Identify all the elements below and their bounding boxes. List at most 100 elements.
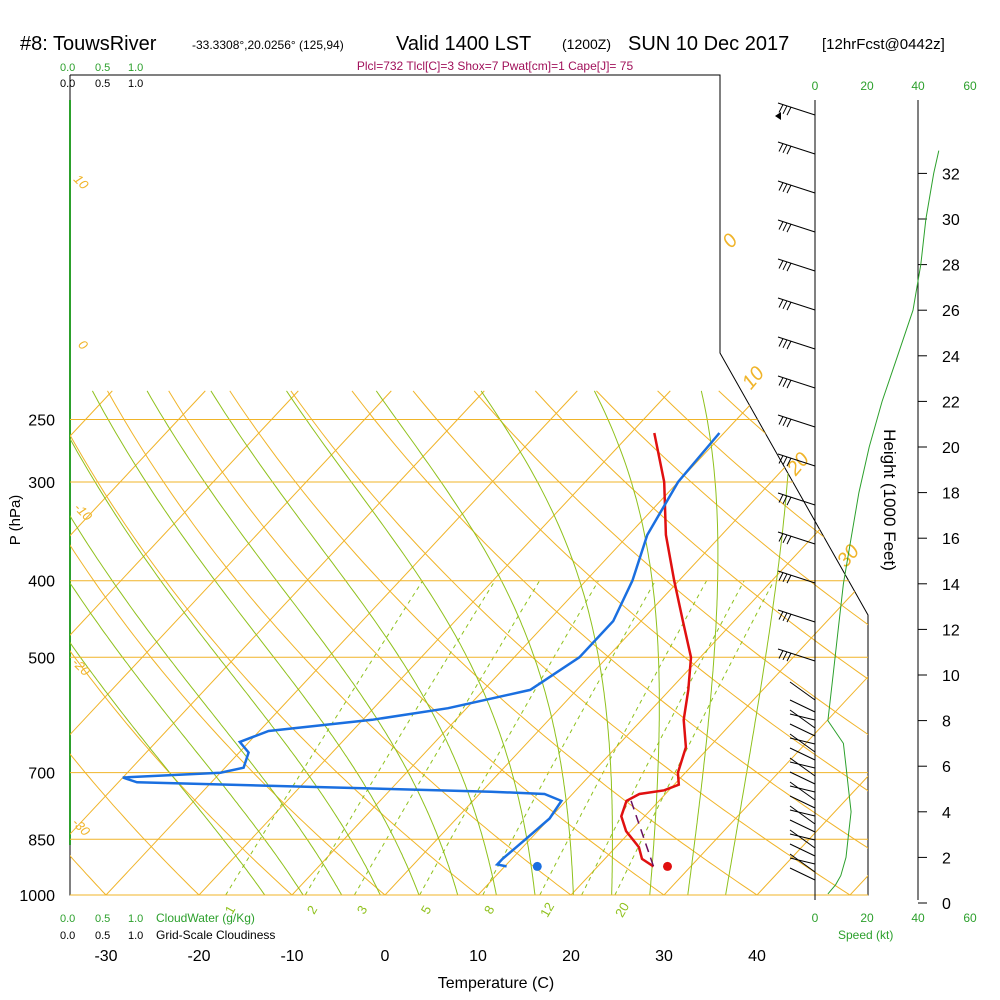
y-axis-title: P (hPa)	[7, 495, 24, 546]
wind-barb-feather	[782, 417, 788, 427]
temperature-tick-label: 20	[562, 948, 580, 965]
moist-adiabat-line	[286, 390, 538, 895]
wind-barb	[789, 699, 816, 713]
wind-barb	[789, 785, 816, 793]
wind-barb-feather	[786, 262, 792, 272]
plot-frame	[69, 74, 869, 896]
mixing-ratio-label: 3	[354, 903, 371, 917]
wind-barb-feather	[782, 339, 788, 349]
isotherm-line	[70, 390, 113, 895]
wind-barb-feather	[782, 261, 788, 271]
moist-adiabat-line	[91, 390, 426, 895]
pressure-tick-label: 250	[28, 413, 55, 430]
dry-adiabat-label: 0	[75, 337, 91, 353]
speed-tick: 40	[911, 911, 925, 925]
height-tick-label: 30	[942, 212, 960, 229]
wind-barb	[789, 829, 816, 849]
height-tick-label: 0	[942, 896, 951, 913]
dry-adiabat-line	[718, 390, 868, 895]
speed-scale-bottom: 0 20 40 60	[812, 911, 977, 925]
moist-adiabat-line	[210, 390, 501, 895]
wind-barb-feather	[778, 104, 784, 113]
wind-barb	[777, 453, 816, 467]
wind-barb	[777, 258, 816, 272]
isotherm-line	[70, 390, 392, 895]
moist-adiabat-line	[146, 390, 463, 895]
wind-barb	[777, 141, 816, 155]
wind-barb-feather	[778, 260, 784, 269]
wind-barb	[789, 867, 816, 881]
isotherm-line	[741, 390, 868, 895]
wind-barb	[789, 771, 816, 785]
wind-barb	[789, 843, 816, 857]
height-tick-label: 24	[942, 349, 960, 366]
cloudwater-scale-top: 0.0 0.5 1.0	[60, 62, 143, 74]
wind-barb-feather	[782, 456, 788, 466]
wind-barb-feather	[786, 574, 792, 584]
dry-adiabat-label: 10	[738, 363, 769, 394]
temperature-tick-label: 0	[381, 948, 390, 965]
cloudwater-tick: 1.0	[128, 62, 143, 74]
wind-barb	[789, 853, 816, 873]
valid-time: Valid 1400 LST	[396, 33, 531, 55]
dry-adiabat-line	[840, 390, 868, 895]
isotherm-line	[369, 390, 857, 895]
wind-barb-feather	[782, 495, 788, 505]
cloudwater-tick: 0.0	[60, 62, 75, 74]
cloudwater-tick: 0.5	[95, 62, 110, 74]
wind-barb-feather	[778, 299, 784, 308]
height-tick-label: 6	[942, 759, 951, 776]
mixing-ratio-line	[482, 580, 656, 895]
temperature-tick-label: 40	[748, 948, 766, 965]
height-axis-title: Height (1000 Feet)	[880, 429, 899, 571]
isotherm-line	[70, 390, 206, 895]
speed-tick: 60	[963, 911, 977, 925]
speed-scale-top: 0 20 40 60	[812, 79, 977, 93]
dry-adiabat-line	[70, 390, 406, 895]
isotherm-line	[462, 390, 868, 895]
wind-barb	[789, 761, 816, 769]
wind-barb	[789, 809, 816, 817]
dry-adiabat-line	[902, 391, 1000, 912]
dry-adiabat-line	[290, 390, 868, 895]
mixing-ratio-label: 2	[304, 903, 321, 917]
wind-barb-feather	[786, 652, 792, 662]
cloudiness-tick: 1.0	[128, 78, 143, 90]
cloudiness-tick: 0.0	[60, 78, 75, 90]
cloudwater-tick: 1.0	[128, 913, 143, 925]
isotherm-line	[927, 391, 1000, 912]
speed-tick: 0	[812, 79, 819, 93]
wind-barb-feather	[782, 300, 788, 310]
height-tick-label: 32	[942, 166, 960, 183]
height-tick-label: 2	[942, 850, 951, 867]
wind-barb-feather	[778, 572, 784, 581]
zulu-time: (1200Z)	[562, 36, 611, 52]
pressure-tick-label: 400	[28, 574, 55, 591]
dry-adiabat-line	[412, 390, 868, 895]
wind-barb-feather	[782, 144, 788, 154]
wind-barb-feather	[786, 457, 792, 467]
isotherm-line	[555, 390, 868, 895]
surface-temperature-marker	[662, 861, 672, 871]
wind-barb	[789, 733, 816, 753]
cloudwater-tick: 0.0	[60, 913, 75, 925]
isotherm-line	[834, 390, 868, 895]
dry-adiabat-line	[70, 390, 500, 895]
isotherm-line	[70, 390, 299, 895]
temperature-tick-label: -30	[94, 948, 117, 965]
dry-adiabat-line	[168, 390, 689, 895]
height-tick-label: 28	[942, 258, 960, 275]
height-tick-label: 4	[942, 805, 951, 822]
wind-barb-feather	[786, 340, 792, 350]
speed-tick: 0	[812, 911, 819, 925]
mixing-ratio-line	[539, 580, 708, 895]
height-tick-label: 10	[942, 668, 960, 685]
dry-adiabat-line	[534, 390, 868, 895]
cloudwater-tick: 0.5	[95, 913, 110, 925]
wind-barb-feather	[786, 145, 792, 155]
dry-adiabat-label: -30	[69, 815, 93, 839]
wind-barb-feather	[786, 379, 792, 389]
wind-barb-feather	[778, 143, 784, 152]
speed-tick: 40	[911, 79, 925, 93]
